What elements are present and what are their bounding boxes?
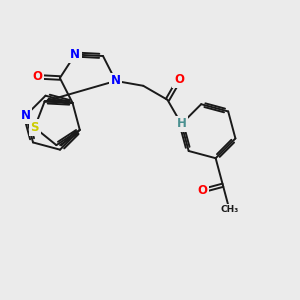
Text: N: N [21,109,31,122]
Text: O: O [32,70,42,83]
Text: O: O [174,74,184,86]
Text: S: S [30,121,39,134]
Text: CH₃: CH₃ [220,205,238,214]
Text: N: N [111,74,121,87]
Text: H: H [176,118,186,130]
Text: O: O [197,184,207,197]
Text: N: N [70,48,80,61]
